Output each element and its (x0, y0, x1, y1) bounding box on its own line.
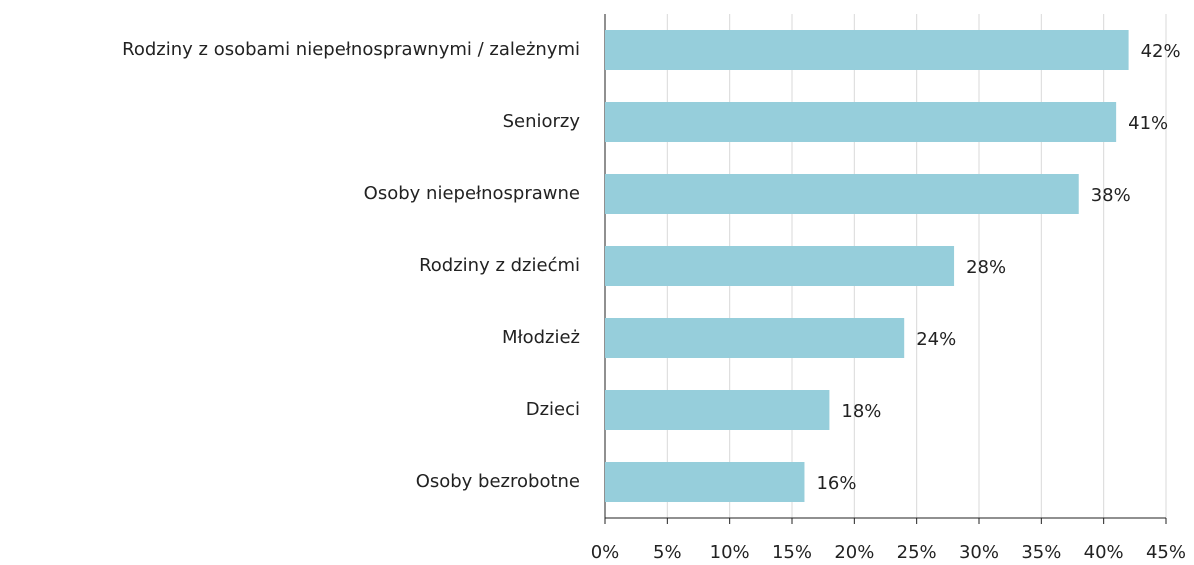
bar (605, 246, 955, 286)
x-tick-label: 45% (1146, 542, 1186, 563)
data-label: 16% (816, 473, 856, 494)
bar (605, 174, 1079, 214)
x-tick-label: 10% (710, 542, 750, 563)
bar (605, 318, 905, 358)
data-label: 28% (966, 257, 1006, 278)
x-tick-label: 20% (834, 542, 874, 563)
bar (605, 462, 805, 502)
x-tick-label: 5% (653, 542, 682, 563)
y-tick-label: Rodziny z dziećmi (419, 255, 580, 276)
x-tick-label: 35% (1021, 542, 1061, 563)
x-tick-label: 0% (591, 542, 620, 563)
bar (605, 102, 1117, 142)
y-tick-label: Osoby niepełnosprawne (364, 183, 580, 204)
y-tick-label: Osoby bezrobotne (416, 471, 580, 492)
data-label: 42% (1141, 41, 1181, 62)
x-tick-label: 25% (897, 542, 937, 563)
data-label: 18% (841, 401, 881, 422)
y-tick-label: Dzieci (526, 399, 580, 420)
bar (605, 390, 830, 430)
data-label: 38% (1091, 185, 1131, 206)
y-tick-label: Młodzież (502, 327, 580, 348)
x-tick-label: 15% (772, 542, 812, 563)
data-label: 24% (916, 329, 956, 350)
bar (605, 30, 1129, 70)
x-tick-label: 30% (959, 542, 999, 563)
x-tick-label: 40% (1084, 542, 1124, 563)
y-tick-label: Seniorzy (503, 111, 581, 132)
y-tick-label: Rodziny z osobami niepełnosprawnymi / za… (122, 39, 580, 60)
data-label: 41% (1128, 113, 1168, 134)
